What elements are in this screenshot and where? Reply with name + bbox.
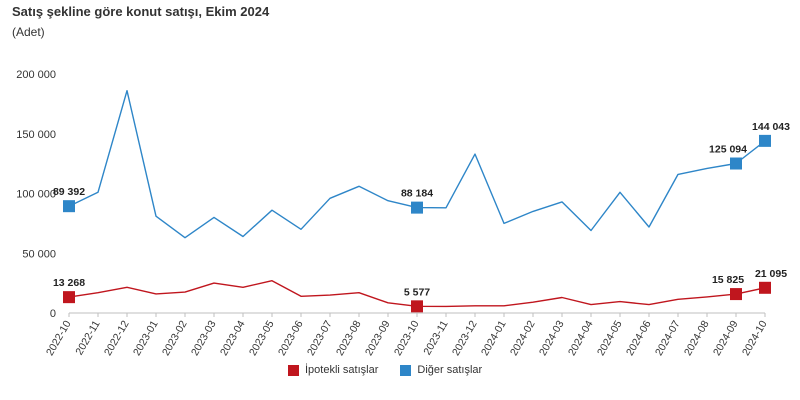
x-tick-label: 2024-05: [595, 318, 625, 358]
x-tick-label: 2024-04: [566, 318, 596, 358]
x-tick-label: 2023-12: [450, 318, 480, 358]
x-tick-label: 2024-08: [682, 318, 712, 358]
x-tick-label: 2022-10: [44, 318, 74, 358]
x-tick-label: 2023-08: [334, 318, 364, 358]
legend-swatch-ipotekli: [288, 364, 299, 376]
x-tick-label: 2023-04: [218, 318, 248, 358]
x-tick-label: 2023-09: [363, 318, 393, 358]
series-line-diger: [68, 89, 766, 239]
data-label-diger: 144 043: [752, 121, 790, 133]
x-tick-label: 2023-06: [276, 318, 306, 358]
legend-item-ipotekli: İpotekli satışlar: [288, 364, 378, 376]
x-tick-label: 2022-12: [102, 318, 132, 358]
data-label-ipotekli: 21 095: [755, 268, 787, 280]
x-tick-label: 2024-07: [653, 318, 683, 358]
x-tick-label: 2023-10: [392, 318, 422, 358]
x-tick-label: 2024-06: [624, 318, 654, 358]
x-tick-label: 2023-05: [247, 318, 277, 358]
y-tick-label: 150 000: [16, 129, 56, 141]
data-marker-diger: [63, 200, 75, 213]
data-label-diger: 125 094: [709, 144, 747, 156]
x-tick-label: 2024-09: [711, 318, 741, 358]
legend-label-diger: Diğer satışlar: [417, 364, 483, 376]
x-tick-label: 2023-02: [160, 318, 190, 358]
chart-legend: İpotekli satışlar Diğer satışlar: [288, 364, 482, 376]
legend-item-diger: Diğer satışlar: [400, 364, 482, 376]
data-marker-ipotekli: [63, 291, 75, 304]
x-tick-label: 2024-03: [537, 318, 567, 358]
x-tick-label: 2023-01: [131, 318, 161, 358]
data-marker-ipotekli: [759, 281, 771, 294]
data-marker-diger: [411, 201, 423, 214]
x-tick-label: 2023-11: [421, 318, 450, 357]
x-tick-label: 2022-11: [73, 318, 102, 357]
data-marker-ipotekli: [411, 300, 423, 313]
data-label-diger: 88 184: [401, 188, 433, 200]
data-label-diger: 89 392: [53, 186, 85, 198]
data-marker-diger: [730, 157, 742, 170]
y-tick-label: 100 000: [16, 189, 56, 201]
legend-swatch-diger: [400, 364, 412, 376]
chart-title: Satış şekline göre konut satışı, Ekim 20…: [12, 4, 270, 19]
data-label-ipotekli: 5 577: [404, 286, 430, 298]
x-tick-label: 2023-07: [305, 318, 335, 358]
x-tick-label: 2023-03: [189, 318, 219, 358]
legend-label-ipotekli: İpotekli satışlar: [305, 364, 379, 376]
data-marker-diger: [759, 134, 771, 147]
y-tick-label: 200 000: [16, 69, 56, 81]
x-tick-label: 2024-02: [508, 318, 538, 358]
x-tick-label: 2024-10: [740, 318, 770, 358]
y-tick-label: 50 000: [22, 248, 56, 260]
x-tick-label: 2024-01: [479, 318, 509, 358]
chart-subtitle: (Adet): [12, 25, 45, 39]
y-tick-label: 0: [50, 308, 56, 320]
data-marker-ipotekli: [730, 288, 742, 301]
data-label-ipotekli: 15 825: [712, 274, 744, 286]
data-label-ipotekli: 13 268: [53, 277, 85, 289]
